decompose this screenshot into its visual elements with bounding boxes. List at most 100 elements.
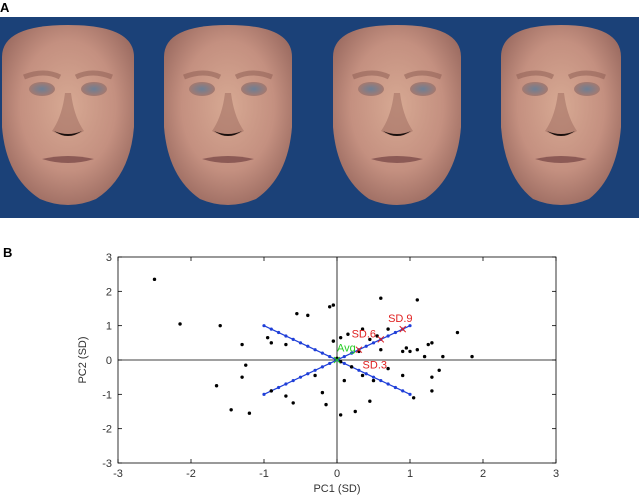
y-tick-label: -1 [102, 389, 112, 401]
data-point [411, 396, 416, 400]
nose [381, 93, 413, 136]
data-point [247, 411, 252, 415]
nostrils [383, 131, 411, 136]
x-tick-label: 1 [407, 468, 413, 480]
annotation-label: Avg [337, 342, 356, 354]
data-point [415, 348, 419, 352]
data-point [240, 375, 244, 379]
morph-line-point [313, 368, 317, 372]
y-tick-label: 3 [106, 252, 112, 264]
data-point [368, 337, 372, 342]
data-point [430, 341, 434, 345]
x-tick-label: -1 [259, 468, 269, 480]
data-point [379, 348, 383, 352]
face-morph-strip [0, 17, 639, 218]
data-point [386, 327, 390, 331]
left-brow [516, 70, 555, 80]
face-2 [164, 25, 292, 205]
morph-line-point [364, 372, 368, 376]
data-point [401, 349, 405, 354]
data-point [455, 330, 460, 335]
morph-line-point [328, 361, 332, 366]
right-brow [567, 70, 606, 80]
face-1 [2, 25, 134, 205]
data-point [291, 401, 295, 405]
left-brow [183, 70, 222, 80]
right-eye [410, 82, 436, 96]
x-tick-label: -3 [113, 468, 123, 480]
data-point [229, 408, 233, 412]
data-point [349, 365, 354, 369]
data-point [368, 399, 372, 403]
morph-line-point [262, 392, 266, 396]
morph-line-point [262, 324, 266, 328]
x-marker [355, 346, 363, 354]
morph-line-point [364, 344, 368, 348]
morph-line-point [393, 330, 397, 335]
data-point [269, 389, 273, 393]
morph-line-point [277, 385, 281, 390]
mouth [535, 156, 587, 163]
morph-line-point [342, 354, 346, 359]
data-point [313, 373, 317, 378]
morph-line-point [298, 375, 303, 379]
data-point [371, 378, 376, 383]
panel-a-label: A [0, 0, 10, 15]
annotation-label: SD.9 [388, 313, 412, 325]
annotation-label: SD.3 [363, 360, 387, 372]
right-brow [234, 70, 273, 80]
data-point [430, 389, 434, 393]
data-point [214, 384, 219, 388]
morph-line-point [306, 372, 310, 376]
data-point [430, 375, 434, 379]
y-tick-label: -2 [102, 424, 112, 436]
morph-line-point [408, 392, 412, 396]
morph-line-point [284, 334, 288, 338]
morph-line-point [313, 348, 317, 352]
data-point [422, 354, 427, 359]
data-point [265, 335, 270, 340]
morph-line-point [350, 351, 354, 355]
data-point [324, 402, 328, 407]
data-point [284, 394, 288, 398]
x-marker [399, 325, 407, 333]
data-point [404, 346, 409, 350]
data-point [401, 373, 405, 378]
panel-b-label: B [3, 245, 13, 260]
x-marker [333, 356, 341, 364]
morph-line-point [291, 337, 295, 341]
data-point [306, 313, 310, 318]
morph-line-point [379, 379, 383, 383]
nostrils [214, 131, 242, 136]
morph-line-point [284, 382, 288, 386]
x-tick-label: 2 [480, 468, 486, 480]
nostrils [54, 131, 82, 136]
morph-line-point [277, 330, 281, 335]
x-axis-label: PC1 (SD) [313, 483, 360, 495]
morph-line-point [371, 375, 376, 379]
data-point [338, 335, 343, 340]
data-point [284, 342, 288, 347]
left-brow [352, 70, 391, 80]
data-point [353, 409, 357, 414]
data-point [470, 354, 474, 359]
mouth [42, 156, 94, 163]
right-eye [81, 82, 107, 96]
right-brow [403, 70, 442, 80]
y-tick-label: 1 [106, 321, 112, 333]
y-tick-label: -3 [102, 458, 112, 470]
data-point [346, 332, 350, 336]
data-point [218, 323, 222, 328]
morph-line-point [291, 379, 295, 383]
morph-line-point [386, 334, 390, 338]
data-point [342, 378, 346, 383]
face-3 [333, 25, 461, 205]
y-axis-label: PC2 (SD) [77, 336, 89, 383]
morph-line-point [269, 327, 273, 331]
axes: -3 -2 -1 0 1 2 3 -3 -2 -1 0 1 2 3 [102, 252, 559, 480]
data-point [331, 303, 336, 307]
data-point [269, 341, 273, 345]
morph-line-point [298, 341, 303, 345]
y-tick-label: 2 [106, 286, 112, 298]
x-tick-label: 0 [334, 468, 340, 480]
